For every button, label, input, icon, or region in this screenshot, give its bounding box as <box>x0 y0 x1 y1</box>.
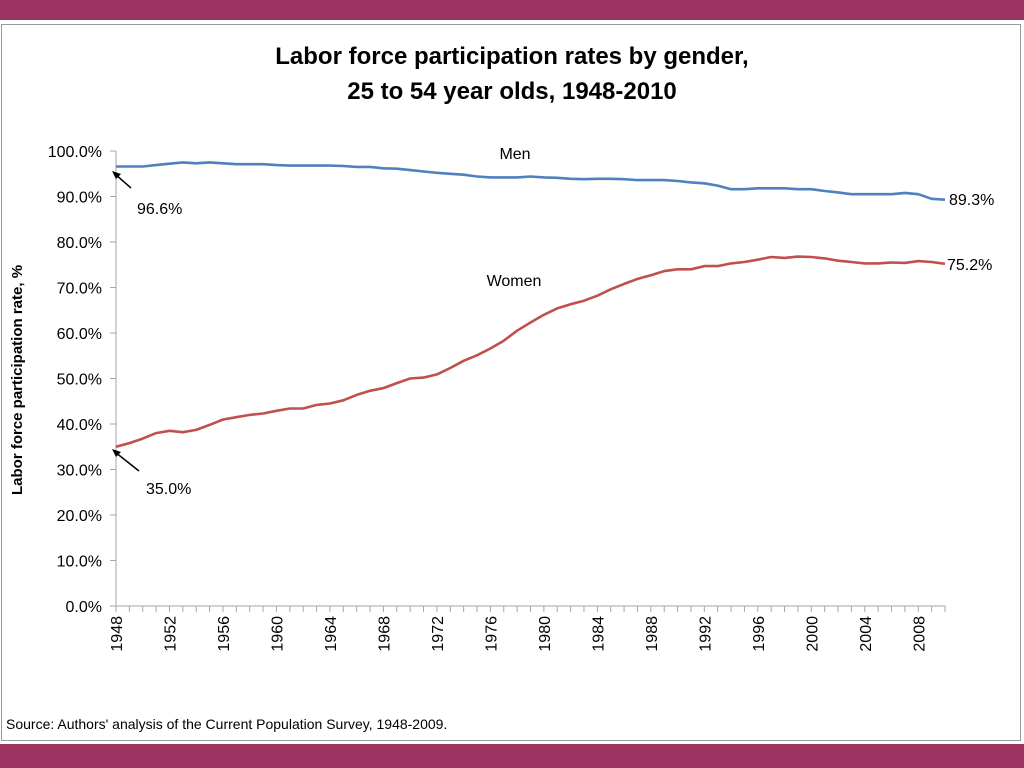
y-tick-label: 40.0% <box>57 417 102 434</box>
chart-title: Labor force participation rates by gende… <box>275 43 748 70</box>
y-tick-label: 10.0% <box>57 554 102 571</box>
men-start-value-label: 96.6% <box>137 201 182 218</box>
series-line-men <box>116 161 946 201</box>
y-tick-label: 80.0% <box>57 235 102 252</box>
y-tick-label: 60.0% <box>57 326 102 343</box>
x-tick-label: 2004 <box>858 616 875 652</box>
men-series-label: Men <box>499 146 530 163</box>
men-start-arrow-head <box>112 171 121 179</box>
y-axis-label: Labor force participation rate, % <box>9 265 26 495</box>
y-tick-label: 90.0% <box>57 190 102 207</box>
x-tick-label: 1964 <box>323 616 340 652</box>
chart-subtitle: 25 to 54 year olds, 1948-2010 <box>347 78 677 105</box>
y-tick-label: 50.0% <box>57 372 102 389</box>
women-series-label: Women <box>487 273 542 290</box>
women-start-arrow-line <box>114 451 140 472</box>
x-tick-label: 1960 <box>269 616 286 652</box>
x-tick-label: 1968 <box>376 616 393 652</box>
x-tick-label: 1992 <box>697 616 714 652</box>
women-end-value-label: 75.2% <box>947 257 992 274</box>
x-tick-label: 1996 <box>751 616 768 652</box>
source-note: Source: Authors' analysis of the Current… <box>6 716 448 732</box>
men-end-value-label: 89.3% <box>949 192 994 209</box>
y-tick-label: 100.0% <box>48 144 102 161</box>
bottom-band <box>0 744 1024 768</box>
x-tick-label: 1956 <box>216 616 233 652</box>
x-tick-label: 1980 <box>537 616 554 652</box>
x-tick-label: 1972 <box>430 616 447 652</box>
top-band <box>0 0 1024 20</box>
women-start-value-label: 35.0% <box>146 481 191 498</box>
annotations: Men Women 96.6% 35.0% 89.3% 75.2% <box>112 146 994 498</box>
series-line-women <box>115 255 946 449</box>
women-start-arrow-head <box>112 449 121 457</box>
y-tick-label: 20.0% <box>57 508 102 525</box>
x-tick-label: 1948 <box>109 616 126 652</box>
y-tick-label: 0.0% <box>66 599 102 616</box>
x-tick-label: 1984 <box>590 616 607 652</box>
slide-frame <box>1 24 1021 741</box>
series-layer <box>115 161 946 449</box>
x-tick-label: 1988 <box>644 616 661 652</box>
y-tick-label: 30.0% <box>57 463 102 480</box>
x-tick-label: 1952 <box>162 616 179 652</box>
x-tick-label: 2008 <box>911 616 928 652</box>
axes: 0.0% 10.0% 20.0% 30.0% 40.0% 50.0% 60.0% 70.0% 8… <box>48 144 946 652</box>
x-tick-label: 2000 <box>804 616 821 652</box>
y-tick-label: 70.0% <box>57 281 102 298</box>
x-tick-label: 1976 <box>483 616 500 652</box>
